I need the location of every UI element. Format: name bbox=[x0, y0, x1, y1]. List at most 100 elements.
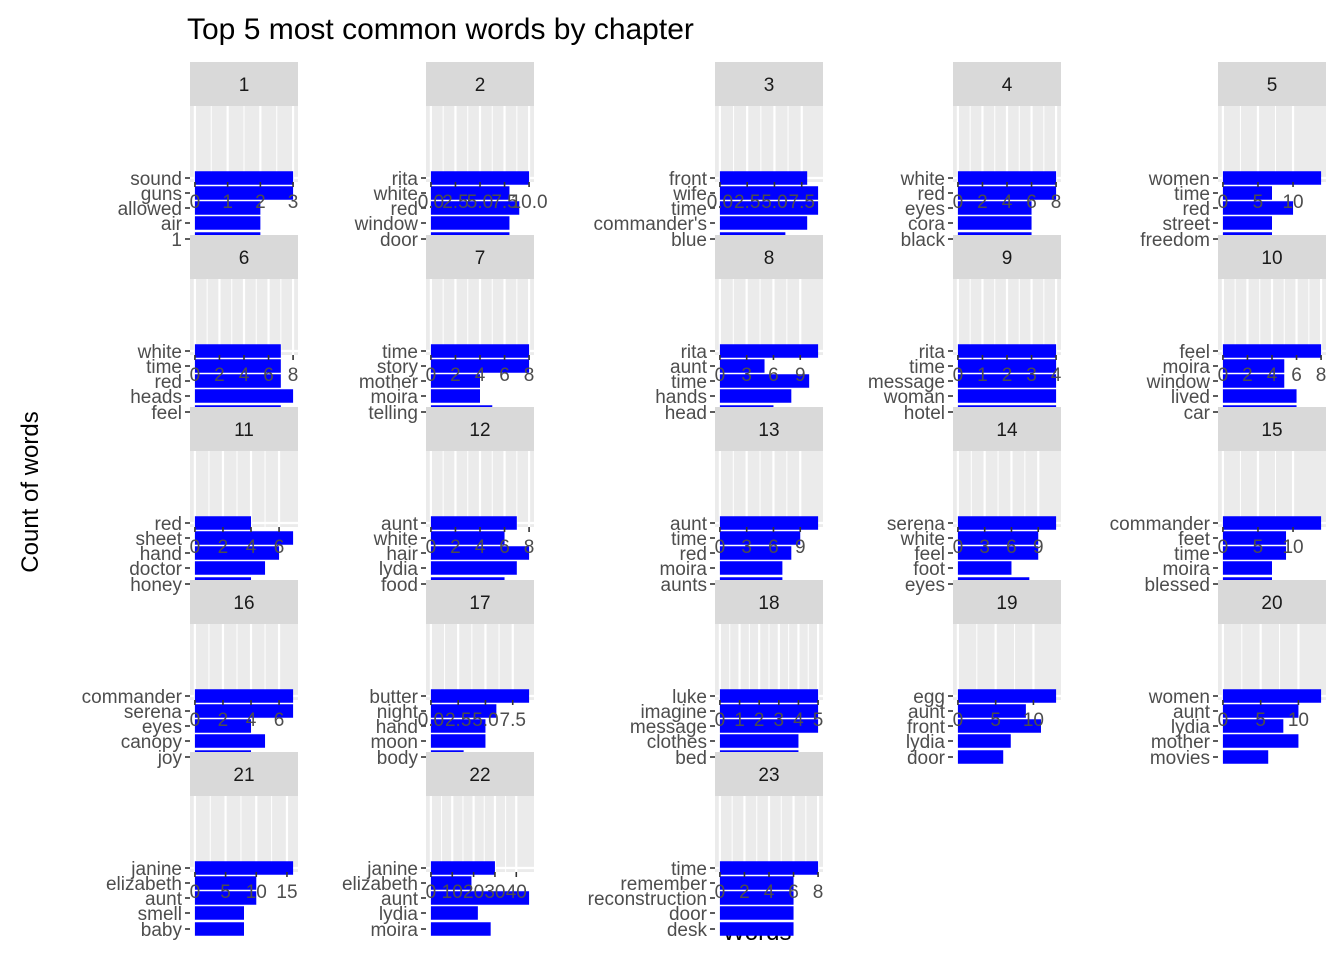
category-label: honey bbox=[130, 575, 182, 596]
facet-strip-label: 5 bbox=[1267, 75, 1278, 96]
bar bbox=[719, 186, 819, 200]
bar bbox=[430, 719, 486, 733]
bar bbox=[957, 171, 1057, 185]
bar bbox=[194, 516, 252, 530]
x-tick-label: 9 bbox=[1033, 537, 1044, 558]
category-label: eyes bbox=[142, 717, 182, 738]
bar bbox=[957, 546, 1039, 560]
panel-background bbox=[715, 106, 823, 182]
bar bbox=[194, 359, 281, 373]
x-tick-label: 0 bbox=[1218, 710, 1229, 731]
x-tick-label: 6 bbox=[768, 365, 779, 386]
bar bbox=[194, 546, 280, 560]
facet-strip-label: 14 bbox=[996, 420, 1018, 441]
category-label: women bbox=[1148, 687, 1210, 708]
category-label: commander bbox=[82, 687, 183, 708]
x-tick-label: 4 bbox=[764, 882, 775, 903]
x-tick-label: 4 bbox=[475, 537, 486, 558]
facet-strip-label: 10 bbox=[1261, 248, 1282, 269]
bar bbox=[430, 216, 510, 230]
category-label: air bbox=[161, 214, 183, 235]
x-tick-label: 5 bbox=[813, 710, 824, 731]
facet-strip-label: 19 bbox=[996, 593, 1017, 614]
bar bbox=[957, 561, 1012, 575]
category-label: window bbox=[1146, 372, 1211, 393]
category-label: moon bbox=[370, 732, 418, 753]
category-label: heads bbox=[130, 387, 182, 408]
x-tick-label: 6 bbox=[1026, 192, 1037, 213]
category-label: story bbox=[377, 357, 419, 378]
x-tick-label: 2.5 bbox=[445, 710, 471, 731]
facet-strip-label: 22 bbox=[469, 765, 490, 786]
category-label: time bbox=[1174, 544, 1210, 565]
category-label: window bbox=[354, 214, 419, 235]
bar bbox=[430, 891, 530, 905]
facet-strip bbox=[715, 62, 823, 106]
x-tick-label: 6 bbox=[499, 365, 510, 386]
x-tick-label: 7.5 bbox=[491, 192, 517, 213]
category-label: message bbox=[630, 717, 707, 738]
bar bbox=[430, 516, 517, 530]
bar bbox=[957, 734, 1011, 748]
x-tick-label: 0 bbox=[953, 537, 964, 558]
x-tick-label: 9 bbox=[795, 365, 806, 386]
x-tick-label: 0 bbox=[715, 710, 726, 731]
x-tick-label: 4 bbox=[475, 365, 486, 386]
category-label: eyes bbox=[905, 575, 945, 596]
category-label: hand bbox=[140, 544, 182, 565]
facet-strip bbox=[190, 62, 298, 106]
bar bbox=[719, 704, 819, 718]
category-label: red bbox=[155, 372, 182, 393]
panel-background bbox=[1218, 624, 1326, 700]
x-tick-label: 2 bbox=[1242, 365, 1253, 386]
x-tick-label: 0.0 bbox=[707, 192, 733, 213]
category-label: 1 bbox=[171, 230, 182, 251]
category-label: time bbox=[671, 372, 707, 393]
category-label: aunts bbox=[661, 575, 707, 596]
x-tick-label: 15 bbox=[276, 882, 297, 903]
x-tick-label: 6 bbox=[274, 537, 285, 558]
facet-strip-label: 17 bbox=[469, 593, 490, 614]
category-label: door bbox=[380, 230, 419, 251]
bar bbox=[719, 876, 794, 890]
x-tick-label: 0 bbox=[190, 365, 201, 386]
facet-strip bbox=[426, 580, 534, 624]
category-label: white bbox=[900, 529, 945, 550]
x-tick-label: 10 bbox=[1282, 537, 1303, 558]
category-label: rita bbox=[919, 342, 946, 363]
category-label: street bbox=[1162, 214, 1210, 235]
facet-strip bbox=[190, 752, 298, 796]
facet-strip-label: 2 bbox=[475, 75, 486, 96]
x-tick-label: 0.0 bbox=[418, 710, 444, 731]
facet-strip-label: 18 bbox=[758, 593, 779, 614]
category-label: body bbox=[377, 748, 419, 769]
bar bbox=[719, 516, 819, 530]
bar bbox=[1222, 374, 1285, 388]
facet-strip-label: 15 bbox=[1261, 420, 1282, 441]
bar bbox=[430, 186, 510, 200]
category-label: cora bbox=[908, 214, 945, 235]
panel-background bbox=[715, 279, 823, 355]
category-label: wife bbox=[672, 184, 707, 205]
x-tick-label: 20 bbox=[463, 882, 484, 903]
x-tick-label: 2.5 bbox=[734, 192, 760, 213]
category-label: serena bbox=[124, 702, 183, 723]
category-label: luke bbox=[672, 687, 707, 708]
x-tick-label: 2 bbox=[218, 537, 229, 558]
x-tick-label: 5 bbox=[1253, 537, 1264, 558]
category-label: remember bbox=[620, 874, 707, 895]
x-tick-label: 0 bbox=[190, 192, 201, 213]
x-tick-label: 0 bbox=[715, 537, 726, 558]
category-label: bed bbox=[675, 748, 707, 769]
facet-strip bbox=[1218, 580, 1326, 624]
bar bbox=[430, 861, 495, 875]
bar bbox=[194, 389, 294, 403]
category-label: door bbox=[907, 748, 946, 769]
